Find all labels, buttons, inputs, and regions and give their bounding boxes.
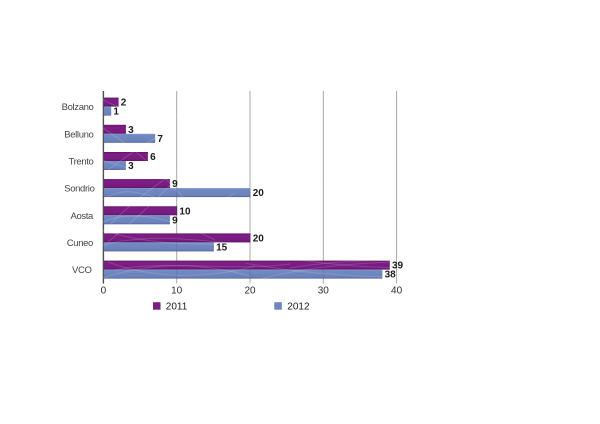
svg-text:7: 7 — [157, 134, 163, 145]
svg-text:Bolzano: Bolzano — [62, 102, 94, 113]
svg-text:10: 10 — [179, 206, 191, 217]
svg-text:Belluno: Belluno — [64, 129, 93, 140]
svg-text:9: 9 — [172, 179, 178, 190]
svg-text:9: 9 — [172, 215, 178, 226]
svg-text:6: 6 — [150, 152, 156, 163]
svg-text:2011: 2011 — [166, 302, 188, 313]
svg-text:1: 1 — [113, 107, 119, 118]
svg-text:20: 20 — [253, 188, 265, 199]
svg-text:38: 38 — [385, 270, 397, 281]
svg-text:3: 3 — [128, 125, 134, 136]
svg-text:20: 20 — [244, 286, 256, 297]
svg-text:0: 0 — [101, 286, 107, 297]
svg-text:39: 39 — [392, 261, 404, 272]
svg-text:20: 20 — [253, 233, 265, 244]
svg-text:3: 3 — [128, 161, 134, 172]
svg-text:VCO: VCO — [72, 265, 92, 276]
svg-text:10: 10 — [171, 286, 183, 297]
svg-text:15: 15 — [216, 242, 228, 253]
svg-text:2012: 2012 — [287, 302, 310, 313]
svg-text:30: 30 — [318, 286, 330, 297]
svg-text:Aosta: Aosta — [70, 211, 94, 222]
svg-text:2: 2 — [121, 98, 127, 109]
svg-text:Trento: Trento — [68, 157, 93, 168]
svg-text:Cuneo: Cuneo — [67, 238, 93, 249]
svg-text:40: 40 — [391, 286, 403, 297]
svg-text:Sondrio: Sondrio — [64, 184, 94, 195]
